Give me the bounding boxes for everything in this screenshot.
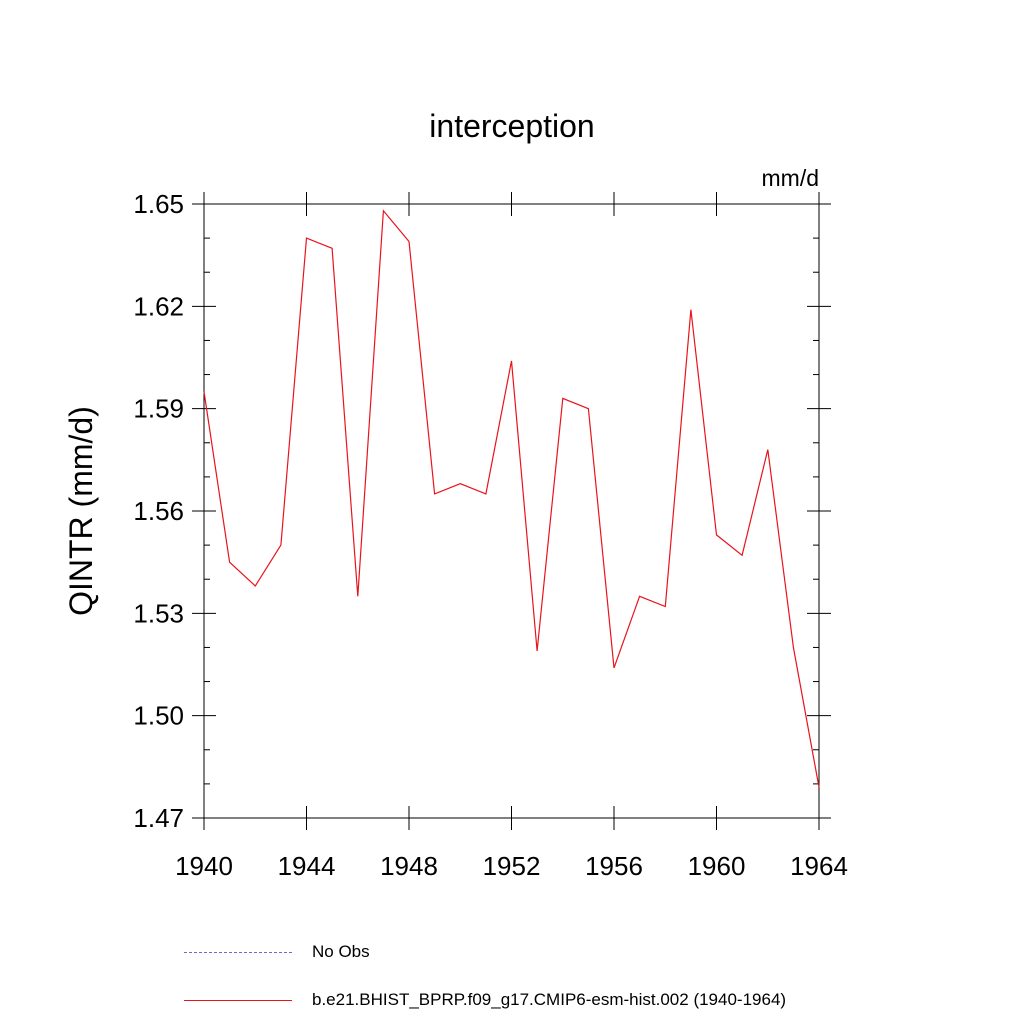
legend-item-model-run: b.e21.BHIST_BPRP.f09_g17.CMIP6-esm-hist.… (184, 990, 786, 1010)
x-tick-label: 1948 (380, 851, 438, 881)
x-tick-label: 1964 (790, 851, 848, 881)
legend-label-model-run: b.e21.BHIST_BPRP.f09_g17.CMIP6-esm-hist.… (312, 990, 787, 1009)
y-axis-label: QINTR (mm/d) (63, 406, 99, 616)
x-tick-label: 1956 (585, 851, 643, 881)
y-tick-label: 1.56 (133, 496, 184, 526)
y-tick-label: 1.53 (133, 598, 184, 628)
legend-item-no-obs: No Obs (184, 942, 370, 962)
y-tick-label: 1.65 (133, 189, 184, 219)
y-tick-label: 1.59 (133, 394, 184, 424)
plot-frame (203, 203, 820, 819)
legend-label-no-obs: No Obs (312, 942, 370, 961)
y-tick-label: 1.47 (133, 803, 184, 833)
x-tick-label: 1944 (278, 851, 336, 881)
x-tick-label: 1940 (175, 851, 233, 881)
units-label: mm/d (762, 165, 820, 191)
legend-swatch-no-obs (184, 951, 292, 953)
legend-swatch-model-run (184, 999, 292, 1001)
x-tick-label: 1960 (688, 851, 746, 881)
y-tick-label: 1.50 (133, 701, 184, 731)
chart-title: interception (429, 108, 594, 144)
series-line (203, 209, 820, 788)
y-tick-label: 1.62 (133, 291, 184, 321)
x-tick-label: 1952 (483, 851, 541, 881)
